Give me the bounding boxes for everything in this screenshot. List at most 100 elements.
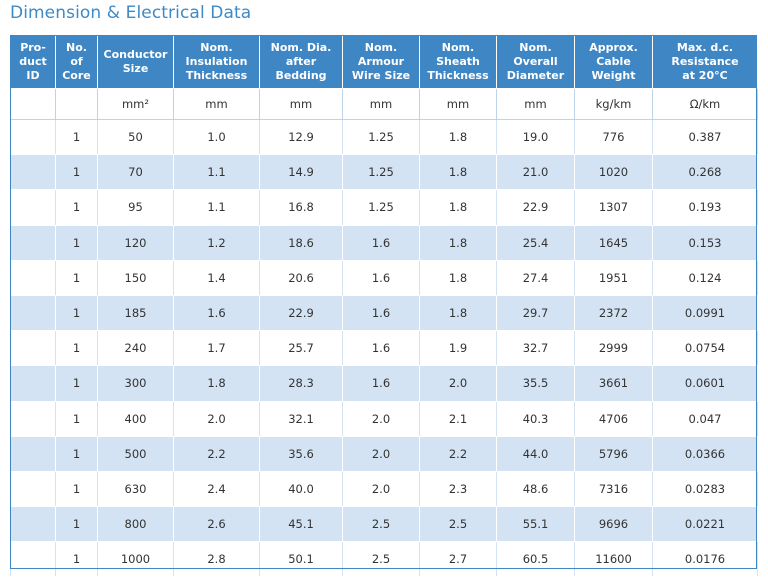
table-row: 1 150 1.4 20.6 1.6 1.8 27.4 1951 0.124 — [10, 259, 758, 296]
product-id-cell — [10, 224, 56, 261]
unit-cell: kg/km — [574, 88, 653, 120]
conductor-size-cell: 300 — [97, 365, 174, 402]
core-cell: 1 — [55, 435, 98, 472]
armour-cell: 2.5 — [342, 541, 420, 578]
armour-cell: 1.6 — [342, 224, 420, 261]
overall-dia-cell: 25.4 — [496, 224, 575, 261]
conductor-size-cell: 500 — [97, 435, 174, 472]
bedding-dia-cell: 14.9 — [259, 154, 343, 191]
insulation-cell: 1.2 — [173, 224, 260, 261]
product-id-cell — [10, 435, 56, 472]
weight-cell: 9696 — [574, 506, 653, 543]
core-cell: 1 — [55, 506, 98, 543]
bedding-dia-cell: 32.1 — [259, 400, 343, 437]
resistance-cell: 0.0991 — [652, 294, 758, 332]
conductor-size-cell: 800 — [97, 506, 174, 543]
armour-cell: 1.25 — [342, 189, 420, 226]
sheath-cell: 1.8 — [419, 118, 497, 156]
table-row: 1 300 1.8 28.3 1.6 2.0 35.5 3661 0.0601 — [10, 365, 758, 402]
overall-dia-cell: 44.0 — [496, 435, 575, 472]
resistance-cell: 0.193 — [652, 189, 758, 226]
weight-cell: 2372 — [574, 294, 653, 332]
core-cell: 1 — [55, 470, 98, 508]
overall-dia-cell: 22.9 — [496, 189, 575, 226]
resistance-cell: 0.0283 — [652, 470, 758, 508]
core-cell: 1 — [55, 189, 98, 226]
armour-cell: 1.25 — [342, 154, 420, 191]
unit-cell: mm² — [97, 88, 174, 120]
conductor-size-cell: 120 — [97, 224, 174, 261]
header-no-of-core: No. of Core — [55, 35, 98, 89]
table-row: 1 800 2.6 45.1 2.5 2.5 55.1 9696 0.0221 — [10, 506, 758, 543]
core-cell: 1 — [55, 154, 98, 191]
unit-cell — [55, 88, 98, 120]
conductor-size-cell: 400 — [97, 400, 174, 437]
table-row: 1 70 1.1 14.9 1.25 1.8 21.0 1020 0.268 — [10, 154, 758, 191]
insulation-cell: 2.4 — [173, 470, 260, 508]
resistance-cell: 0.153 — [652, 224, 758, 261]
unit-cell: mm — [259, 88, 343, 120]
overall-dia-cell: 35.5 — [496, 365, 575, 402]
insulation-cell: 1.0 — [173, 118, 260, 156]
bedding-dia-cell: 28.3 — [259, 365, 343, 402]
bedding-dia-cell: 50.1 — [259, 541, 343, 578]
table-row: 1 240 1.7 25.7 1.6 1.9 32.7 2999 0.0754 — [10, 330, 758, 367]
weight-cell: 3661 — [574, 365, 653, 402]
weight-cell: 4706 — [574, 400, 653, 437]
product-id-cell — [10, 541, 56, 578]
core-cell: 1 — [55, 365, 98, 402]
resistance-cell: 0.0366 — [652, 435, 758, 472]
armour-cell: 2.0 — [342, 400, 420, 437]
sheath-cell: 1.9 — [419, 330, 497, 367]
header-product-id: Pro-duct ID — [10, 35, 56, 89]
conductor-size-cell: 630 — [97, 470, 174, 508]
product-id-cell — [10, 470, 56, 508]
overall-dia-cell: 48.6 — [496, 470, 575, 508]
insulation-cell: 1.1 — [173, 154, 260, 191]
page-title: Dimension & Electrical Data — [10, 3, 252, 23]
overall-dia-cell: 32.7 — [496, 330, 575, 367]
header-conductor-size: Conductor Size — [97, 35, 174, 89]
bedding-dia-cell: 40.0 — [259, 470, 343, 508]
product-id-cell — [10, 259, 56, 296]
product-id-cell — [10, 365, 56, 402]
resistance-cell: 0.124 — [652, 259, 758, 296]
units-row: mm² mm mm mm mm mm kg/km Ω/km — [10, 88, 758, 120]
conductor-size-cell: 240 — [97, 330, 174, 367]
insulation-cell: 2.0 — [173, 400, 260, 437]
resistance-cell: 0.047 — [652, 400, 758, 437]
bedding-dia-cell: 25.7 — [259, 330, 343, 367]
unit-cell — [10, 88, 56, 120]
header-armour-wire-size: Nom. Armour Wire Size — [342, 35, 420, 89]
insulation-cell: 2.6 — [173, 506, 260, 543]
core-cell: 1 — [55, 400, 98, 437]
table-row: 1 500 2.2 35.6 2.0 2.2 44.0 5796 0.0366 — [10, 435, 758, 472]
bedding-dia-cell: 45.1 — [259, 506, 343, 543]
sheath-cell: 2.7 — [419, 541, 497, 578]
sheath-cell: 1.8 — [419, 154, 497, 191]
core-cell: 1 — [55, 541, 98, 578]
table-row: 1 400 2.0 32.1 2.0 2.1 40.3 4706 0.047 — [10, 400, 758, 437]
weight-cell: 5796 — [574, 435, 653, 472]
overall-dia-cell: 19.0 — [496, 118, 575, 156]
table-row: 1 630 2.4 40.0 2.0 2.3 48.6 7316 0.0283 — [10, 470, 758, 508]
insulation-cell: 1.6 — [173, 294, 260, 332]
product-id-cell — [10, 294, 56, 332]
product-id-cell — [10, 154, 56, 191]
header-sheath-thickness: Nom. Sheath Thickness — [419, 35, 497, 89]
armour-cell: 1.6 — [342, 259, 420, 296]
insulation-cell: 1.4 — [173, 259, 260, 296]
conductor-size-cell: 70 — [97, 154, 174, 191]
overall-dia-cell: 27.4 — [496, 259, 575, 296]
overall-dia-cell: 40.3 — [496, 400, 575, 437]
header-insulation-thickness: Nom. Insulation Thickness — [173, 35, 260, 89]
weight-cell: 776 — [574, 118, 653, 156]
dimension-electrical-table: Pro-duct ID No. of Core Conductor Size Nom.… — [10, 35, 758, 578]
product-id-cell — [10, 330, 56, 367]
conductor-size-cell: 150 — [97, 259, 174, 296]
armour-cell: 2.5 — [342, 506, 420, 543]
overall-dia-cell: 55.1 — [496, 506, 575, 543]
insulation-cell: 1.1 — [173, 189, 260, 226]
armour-cell: 1.6 — [342, 365, 420, 402]
